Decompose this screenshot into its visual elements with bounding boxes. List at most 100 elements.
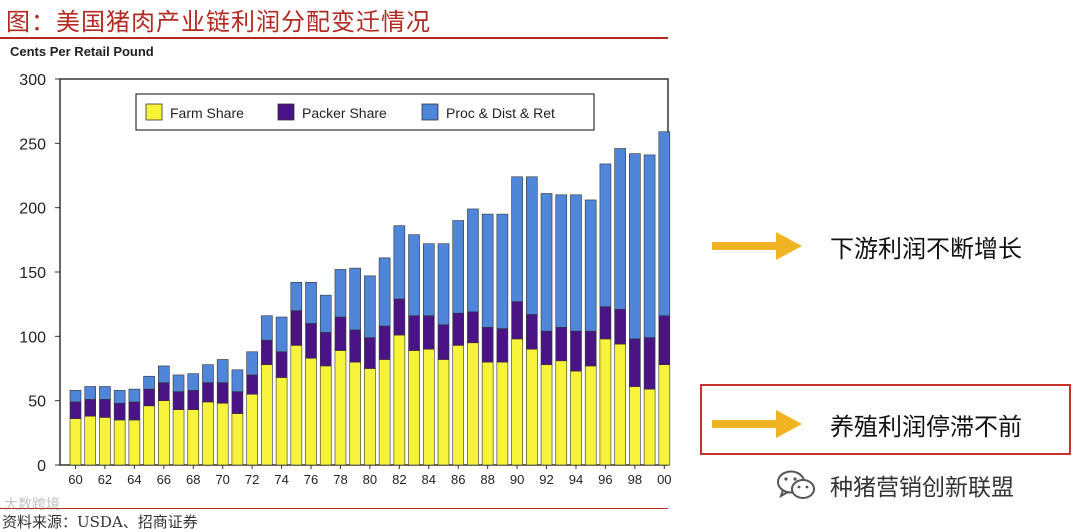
bar-segment-packer-share <box>158 382 170 401</box>
y-tick-label: 250 <box>19 136 46 153</box>
bar-segment-packer-share <box>496 328 509 363</box>
legend-label: Packer Share <box>302 105 387 121</box>
bar-segment-packer-share <box>584 330 597 367</box>
x-tick-label: 80 <box>363 472 377 487</box>
bar-segment-farm-share <box>496 361 509 466</box>
bar-segment-farm-share <box>511 338 523 466</box>
bar-segment-proc-dist-ret <box>364 275 376 338</box>
bar-segment-proc-dist-ret <box>334 269 347 318</box>
wechat-icon <box>777 470 815 499</box>
bar-segment-farm-share <box>349 361 361 466</box>
bar-segment-proc-dist-ret <box>496 213 509 329</box>
bar-segment-farm-share <box>187 409 200 466</box>
watermark-right: 种猪营销创新联盟 <box>776 468 1014 502</box>
bar-segment-farm-share <box>540 364 553 466</box>
legend-label: Proc & Dist & Ret <box>446 105 555 121</box>
bar-segment-farm-share <box>364 368 376 466</box>
bar-segment-farm-share <box>99 417 111 466</box>
bar-segment-packer-share <box>349 329 361 363</box>
bar-segment-farm-share <box>334 350 347 466</box>
bar-segment-proc-dist-ret <box>143 375 155 390</box>
bar-segment-proc-dist-ret <box>172 374 185 392</box>
bar-segment-farm-share <box>84 415 97 466</box>
bar-segment-farm-share <box>113 419 126 466</box>
pork-profit-chart: 0 50 100 150 200 250 300 60 62 64 66 68 70 72 74 76 78 8… <box>19 72 671 487</box>
bar-segment-farm-share <box>319 365 332 466</box>
bar-segment-farm-share <box>599 338 612 466</box>
bar-segment-proc-dist-ret <box>349 267 361 331</box>
y-tick-label: 300 <box>19 72 46 89</box>
bar-segment-farm-share <box>158 400 170 466</box>
y-axis-ticks: 0 50 100 150 200 250 300 <box>19 72 60 475</box>
bar-segment-farm-share <box>555 360 568 466</box>
x-tick-label: 60 <box>68 472 82 487</box>
bar-segment-farm-share <box>422 348 435 466</box>
legend-swatch <box>145 103 163 121</box>
watermark-left: 大数跨境 <box>4 497 60 513</box>
title-rule <box>0 37 668 39</box>
legend: Farm Share Packer Share Proc & Dist & Ret <box>135 93 595 131</box>
bar-segment-packer-share <box>540 330 553 365</box>
bar-segment-proc-dist-ret <box>437 243 450 326</box>
x-tick-label: 82 <box>392 472 406 487</box>
x-tick-label: 68 <box>186 472 200 487</box>
bar-segment-proc-dist-ret <box>393 225 406 300</box>
bar-segment-packer-share <box>187 390 200 410</box>
x-tick-label: 98 <box>628 472 642 487</box>
bar-segment-farm-share <box>452 345 465 466</box>
source-note: 资料来源：USDA、招商证券 <box>2 513 198 531</box>
bar-segment-packer-share <box>378 325 391 360</box>
bar-segment-packer-share <box>526 314 538 350</box>
x-tick-label: 86 <box>451 472 465 487</box>
bar-segment-farm-share <box>172 409 185 466</box>
bar-segment-farm-share <box>246 393 258 466</box>
bar-segment-proc-dist-ret <box>599 163 612 308</box>
bar-segment-packer-share <box>128 401 141 421</box>
figure-title: 图：美国猪肉产业链利润分配变迁情况 <box>6 8 431 36</box>
x-tick-label: 84 <box>422 472 436 487</box>
bar-segment-farm-share <box>69 418 82 466</box>
bar-segment-farm-share <box>467 342 479 466</box>
y-axis-unit-label: Cents Per Retail Pound <box>10 44 154 59</box>
bar-segment-proc-dist-ret <box>629 153 641 340</box>
bar-segment-packer-share <box>467 311 479 344</box>
bar-segment-farm-share <box>378 359 391 466</box>
bar-segment-proc-dist-ret <box>305 281 317 324</box>
bar-segment-farm-share <box>290 345 303 466</box>
bar-segment-farm-share <box>526 348 538 466</box>
bar-segment-packer-share <box>643 337 656 390</box>
bar-segment-farm-share <box>305 357 317 466</box>
bar-segment-farm-share <box>128 419 141 466</box>
bar-segment-packer-share <box>305 323 317 359</box>
bar-segment-packer-share <box>599 306 612 340</box>
bar-segment-proc-dist-ret <box>526 176 538 315</box>
bar-segment-proc-dist-ret <box>643 154 656 338</box>
bar-segment-proc-dist-ret <box>614 148 626 310</box>
highlight-box <box>700 384 1071 455</box>
x-tick-label: 66 <box>157 472 171 487</box>
legend-box <box>135 93 595 131</box>
bar-segment-proc-dist-ret <box>275 316 288 353</box>
bar-segment-packer-share <box>275 351 288 378</box>
bar-segment-proc-dist-ret <box>99 386 111 400</box>
x-tick-label: 90 <box>510 472 524 487</box>
annotation-downstream-text: 下游利润不断增长 <box>830 234 1022 263</box>
x-tick-label: 62 <box>98 472 112 487</box>
bar-segment-farm-share <box>275 377 288 466</box>
bar-segment-farm-share <box>437 359 450 466</box>
x-tick-label: 78 <box>333 472 347 487</box>
bar-segment-proc-dist-ret <box>231 369 244 392</box>
bar-segment-packer-share <box>437 324 450 360</box>
bar-segment-farm-share <box>231 413 244 466</box>
bar-segment-proc-dist-ret <box>570 194 582 332</box>
bar-segment-proc-dist-ret <box>540 193 553 332</box>
annotation-farming: 养殖利润停滞不前 <box>712 406 1022 442</box>
bar-segment-proc-dist-ret <box>481 213 494 328</box>
bar-segment-packer-share <box>172 391 185 410</box>
bar-segment-packer-share <box>629 338 641 387</box>
x-tick-label: 70 <box>215 472 229 487</box>
bar-segment-farm-share <box>658 364 671 466</box>
bar-segment-packer-share <box>364 337 376 369</box>
x-tick-label: 00 <box>657 472 671 487</box>
bar-segment-proc-dist-ret <box>511 176 523 302</box>
